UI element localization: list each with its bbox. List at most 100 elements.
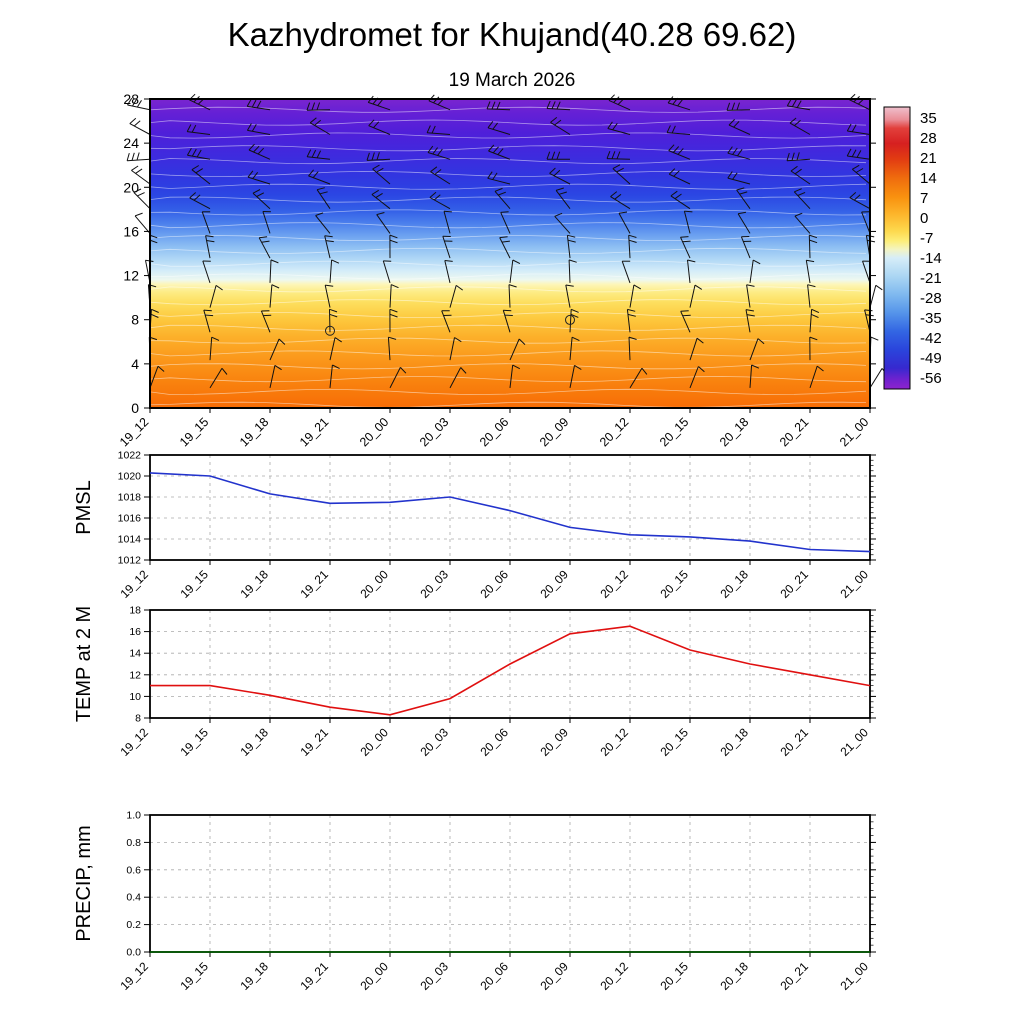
wind-barb-staff (621, 261, 631, 284)
contour-line (150, 273, 867, 280)
y-tick-label: 28 (123, 91, 139, 107)
wind-barb-tick (131, 152, 135, 161)
panel-pmsl: 1012 1014 1016 1018 1020 1022 PMSL 19_12 19_15 19… (73, 450, 876, 601)
wind-barb-tick (319, 191, 328, 195)
y-tick-label: 1020 (118, 471, 142, 483)
wind-barb-staff (508, 284, 511, 308)
wind-barb-tick (796, 152, 800, 161)
wind-barb-staff (847, 155, 871, 160)
wind-barb-staff (737, 213, 751, 234)
wind-barb-tick (736, 187, 745, 191)
wind-barb-tick (737, 149, 743, 157)
panel-precip: 0.0 0.2 0.4 0.6 0.8 1.0 PRECIP, mm 19_12 19_15 19… (73, 810, 876, 993)
wind-barb-staff (749, 338, 759, 361)
y-tick-label: 0.6 (126, 864, 141, 876)
wind-barb-staff (209, 285, 217, 308)
wind-barb-staff (568, 259, 571, 283)
contour-line (149, 337, 867, 344)
y-tick-label: 8 (135, 713, 141, 725)
wind-barb-tick (135, 168, 143, 174)
wind-barb-tick (684, 210, 693, 213)
wind-barb-staff (441, 310, 451, 333)
wind-barb-tick (430, 166, 438, 173)
wind-barb-staff (805, 260, 811, 283)
wind-barb-tick (807, 284, 816, 288)
x-tick-label: 20_06 (477, 959, 511, 993)
wind-barb-tick (627, 313, 636, 317)
wind-barb-tick (248, 143, 255, 151)
y-tick-label: 0.0 (126, 947, 141, 959)
wind-barb-tick (309, 117, 317, 124)
wind-barb-tick (211, 336, 220, 341)
wind-barb-tick (487, 121, 494, 129)
wind-barb-staff (269, 338, 280, 361)
wind-barb-tick (671, 125, 676, 134)
x-tick-label: 19_21 (297, 959, 331, 993)
wind-barb-tick (391, 284, 399, 289)
wind-barb-tick (855, 168, 864, 173)
wind-barb-staff (509, 338, 520, 361)
wind-barb-tick (616, 151, 621, 160)
wind-barb-tick (846, 123, 852, 132)
wind-barb-staff (500, 212, 511, 234)
wind-barb-tick (677, 99, 683, 107)
wind-barb-tick (786, 98, 792, 107)
wind-barb-staff (607, 128, 631, 135)
wind-barb-tick (257, 147, 265, 155)
x-tick-label: 21_00 (837, 725, 871, 759)
wind-barb-staff (502, 310, 511, 333)
wind-barb-staff (626, 309, 631, 333)
wind-barb-staff (429, 197, 451, 210)
wind-barb-staff (316, 189, 331, 209)
x-tick-label: 20_06 (477, 725, 511, 759)
wind-barb-staff (247, 105, 271, 111)
wind-barb-staff (628, 337, 631, 361)
wind-barb-staff (376, 214, 391, 234)
colorbar-tick-label: -56 (920, 370, 942, 387)
wind-barb-tick (460, 367, 467, 374)
wind-barb-staff (808, 235, 811, 259)
wind-barb-tick (745, 309, 754, 312)
wind-barb-tick (518, 338, 526, 345)
wind-barb-staff (667, 102, 691, 111)
x-tick-label: 20_15 (657, 567, 691, 601)
wind-barb-staff (807, 284, 811, 308)
wind-barb-tick (196, 149, 202, 158)
wind-barb-staff (133, 192, 151, 210)
wind-barb-tick (727, 171, 733, 179)
wind-barb-tick (491, 101, 496, 110)
contour-line (149, 376, 867, 383)
x-tick-label: 19_15 (177, 959, 211, 993)
wind-barb-tick (550, 117, 558, 123)
wind-barb-staff (260, 310, 271, 333)
wind-barb-staff (862, 260, 871, 284)
wind-barb-tick (612, 123, 618, 131)
wind-barb-tick (433, 194, 441, 201)
wind-barb-staff (566, 235, 571, 259)
wind-barb-tick (186, 148, 192, 156)
wind-barb-tick (551, 151, 556, 160)
contour-line (149, 209, 867, 216)
wind-barb-tick (851, 124, 857, 133)
contour-line (149, 401, 867, 408)
wind-barb-staff (191, 169, 211, 185)
wind-barb-tick (677, 148, 684, 155)
wind-barb-staff (847, 130, 871, 135)
wind-barb-tick (570, 313, 579, 318)
wind-barb-tick (434, 169, 442, 175)
colorbar-tick-label: 7 (920, 190, 928, 207)
wind-barb-tick (311, 102, 316, 111)
wind-barb-staff (209, 368, 223, 389)
x-tick-label: 19_18 (237, 567, 271, 601)
x-tick-label: 19_12 (117, 725, 151, 759)
wind-barb-staff (667, 132, 691, 135)
wind-barb-staff (127, 158, 151, 162)
wind-barb-tick (376, 212, 385, 216)
wind-barb-tick (789, 117, 797, 124)
wind-barb-tick (205, 314, 214, 317)
wind-barb-tick (732, 147, 738, 155)
x-tick-label: 19_12 (117, 415, 152, 450)
wind-barb-staff (442, 236, 451, 259)
wind-barb-staff (689, 366, 699, 389)
